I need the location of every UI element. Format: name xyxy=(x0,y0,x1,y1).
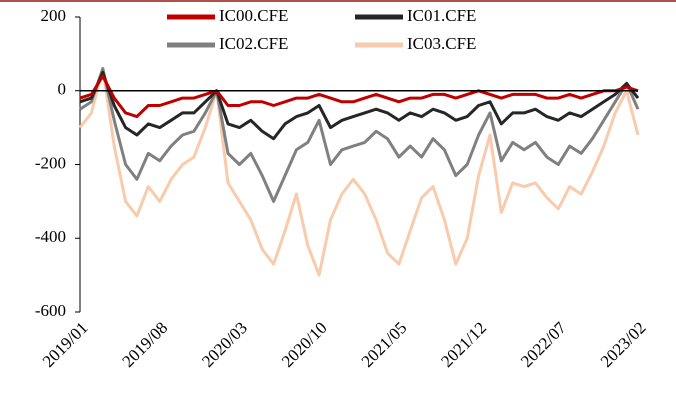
series-line xyxy=(79,74,639,119)
y-tick-label: 0 xyxy=(58,80,67,99)
legend-label: IC03.CFE xyxy=(407,34,476,53)
x-tick-label: 2021/05 xyxy=(358,318,411,371)
series-line xyxy=(78,67,640,277)
y-tick-label: -600 xyxy=(35,301,66,320)
x-tick-label: 2021/12 xyxy=(437,318,490,371)
legend-label: IC02.CFE xyxy=(219,34,288,53)
x-tick-label: 2022/07 xyxy=(517,318,570,371)
series-line xyxy=(79,67,640,203)
legend-label: IC01.CFE xyxy=(407,6,476,25)
legend-label: IC00.CFE xyxy=(219,6,288,25)
y-tick-label: 200 xyxy=(41,6,67,25)
x-tick-label: 2020/10 xyxy=(278,318,331,371)
series-line xyxy=(79,70,640,141)
y-tick-label: -200 xyxy=(35,153,66,172)
y-tick-label: -400 xyxy=(35,227,66,246)
x-tick-label: 2019/01 xyxy=(39,318,92,371)
x-tick-label: 2019/08 xyxy=(118,318,171,371)
x-tick-label: 2020/03 xyxy=(198,318,251,371)
x-tick-label: 2023/02 xyxy=(597,318,650,371)
